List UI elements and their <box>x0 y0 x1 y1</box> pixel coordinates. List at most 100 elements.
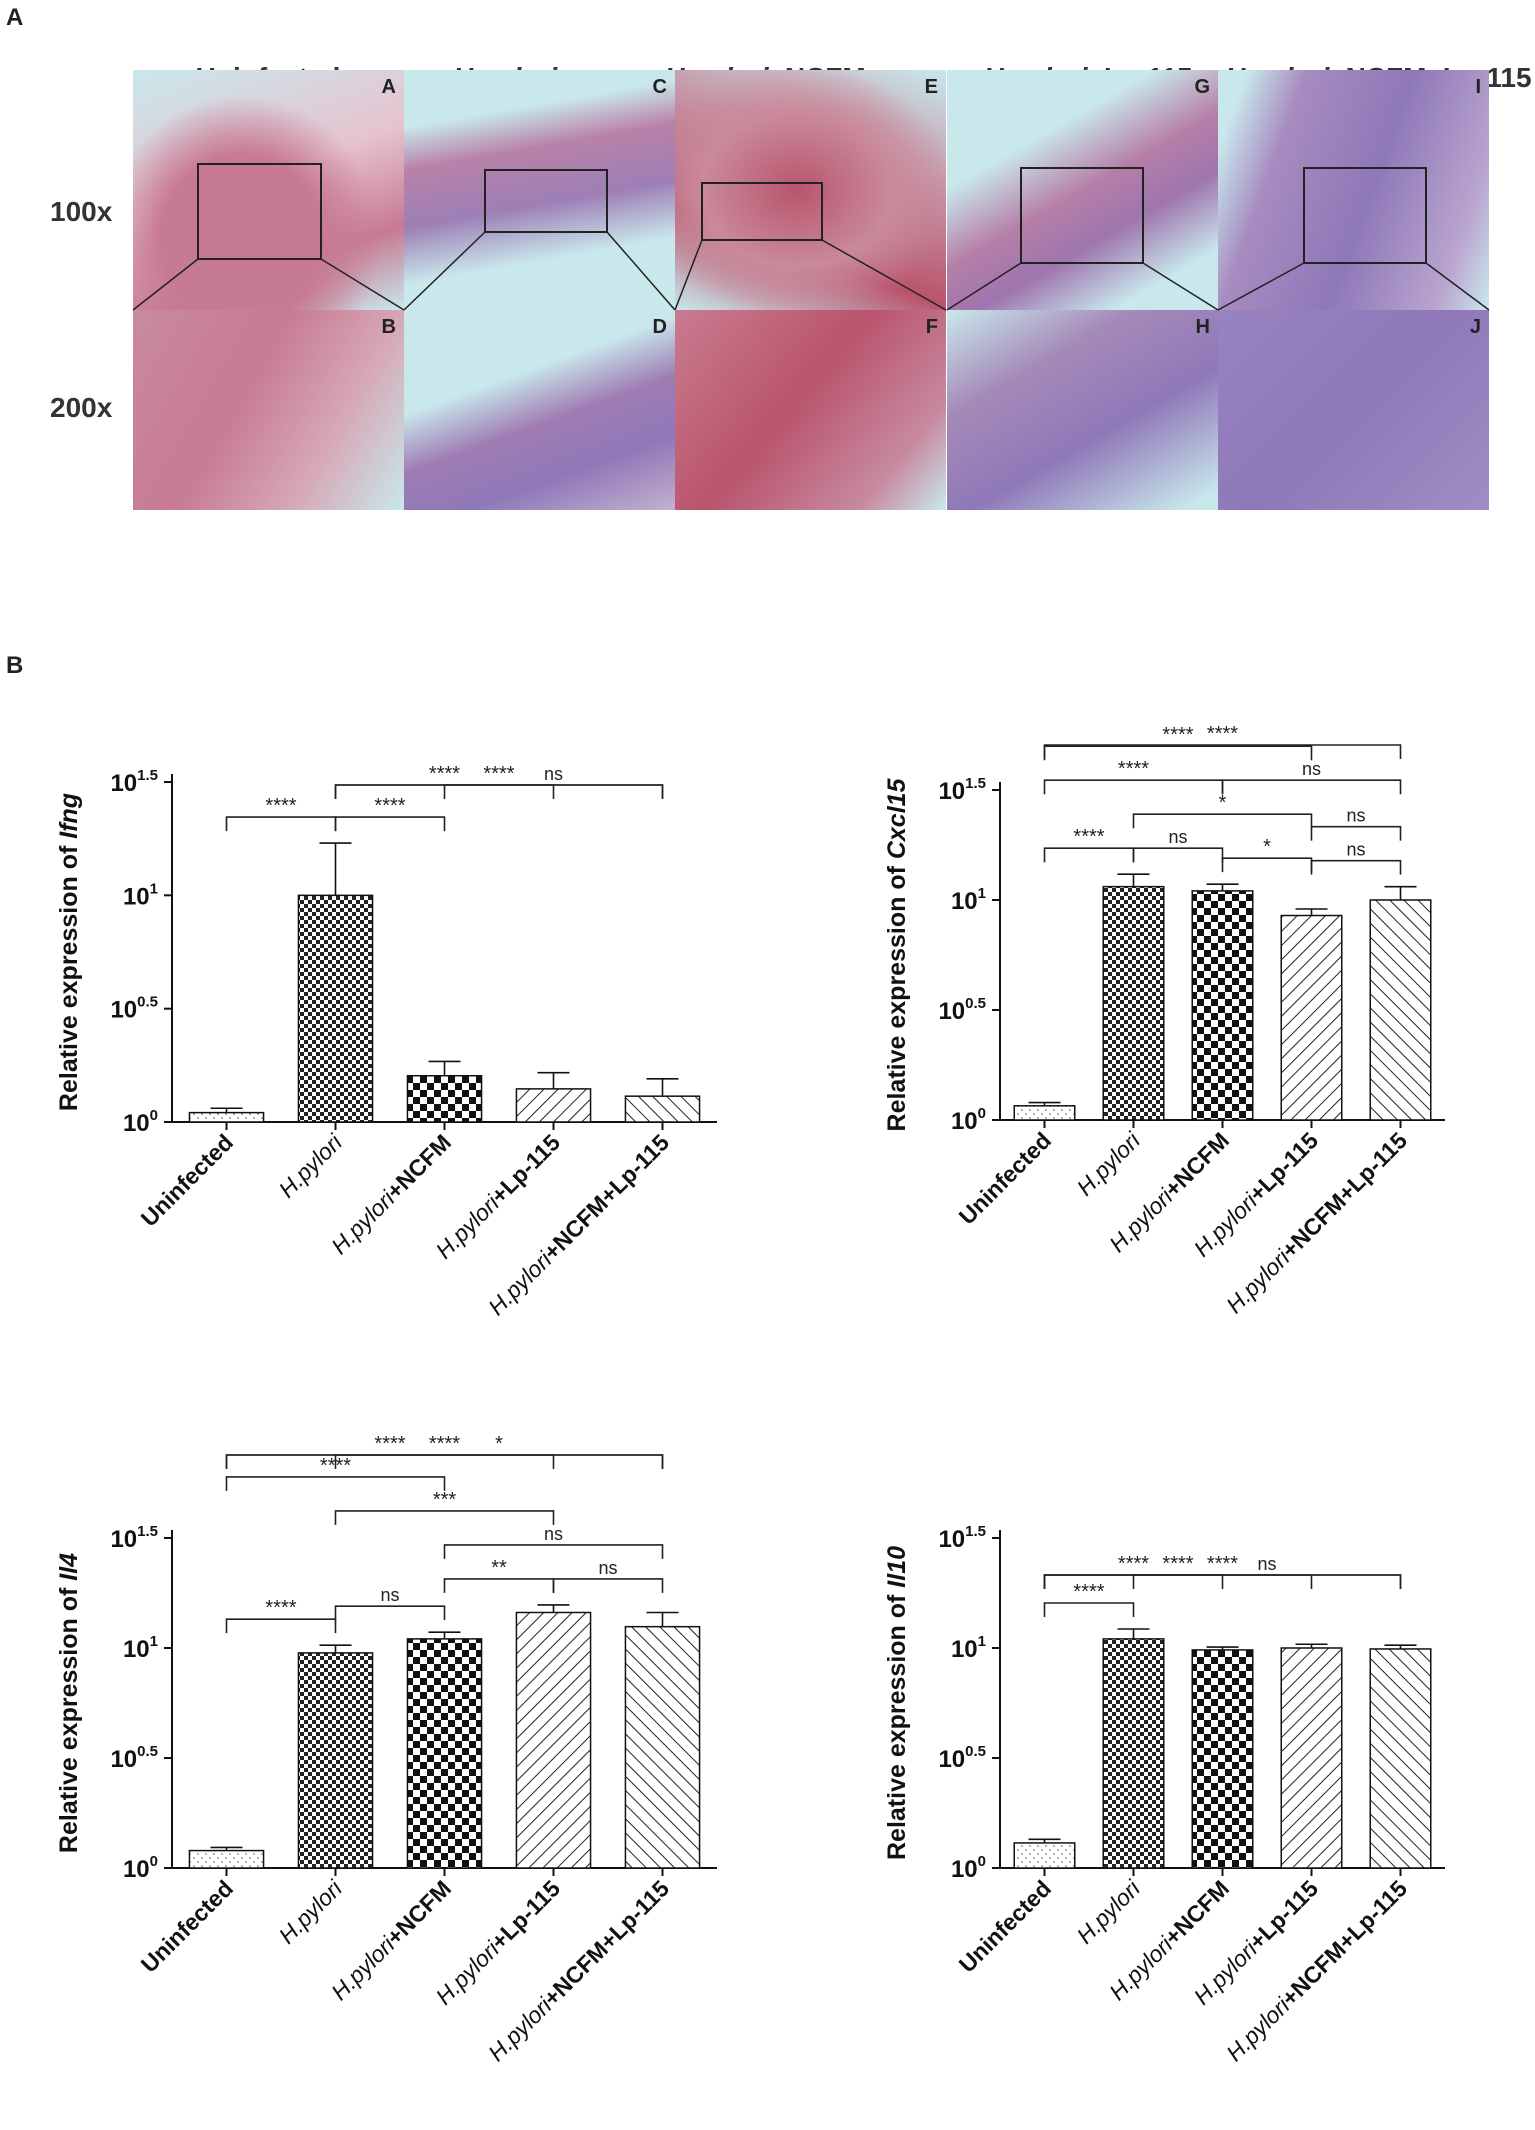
significance-bracket <box>225 1454 555 1469</box>
y-tick-label: 101.5 <box>110 767 158 797</box>
y-tick-exponent: 1.5 <box>965 1523 986 1540</box>
tile-letter: D <box>652 316 667 338</box>
significance-label: ns <box>544 764 563 784</box>
y-tick-exponent: 0 <box>150 1853 158 1870</box>
x-tick-label-plain: +NCFM <box>1159 1875 1234 1950</box>
significance-bracket <box>1221 857 1313 873</box>
y-axis-label-gene: Il4 <box>55 1553 83 1581</box>
y-axis-label: Relative expression of Il4 <box>55 1553 83 1853</box>
x-tick-label-italic: H.pylori <box>1072 1127 1146 1201</box>
significance-bracket <box>225 816 337 832</box>
zoom-box <box>484 169 608 233</box>
row-label-100x: 100x <box>50 196 113 227</box>
y-tick-exponent: 1.5 <box>137 767 158 784</box>
y-tick-label: 100 <box>123 1107 158 1137</box>
significance-bracket <box>1132 813 1313 829</box>
x-tick-label: Uninfected <box>136 1875 238 1977</box>
y-tick-label: 101.5 <box>938 775 986 805</box>
zoom-connector-line <box>132 258 199 311</box>
significance-label: **** <box>1162 724 1193 746</box>
y-axis-label-prefix: Relative expression of <box>883 1588 911 1860</box>
significance-label: **** <box>1073 826 1104 848</box>
zoom-connector-line <box>403 231 486 311</box>
bar <box>515 1088 592 1123</box>
significance-label: **** <box>429 1433 460 1455</box>
significance-label: **** <box>1073 1581 1104 1603</box>
x-tick-label-italic: H.pylori <box>1221 1992 1295 2066</box>
y-tick-base: 10 <box>951 888 978 915</box>
y-tick-base: 10 <box>123 1856 150 1883</box>
y-tick-base: 10 <box>951 1108 978 1135</box>
y-axis-label-gene: Il10 <box>883 1546 911 1588</box>
bar <box>1280 914 1343 1121</box>
significance-label: **** <box>265 1597 296 1619</box>
y-tick-label: 101.5 <box>938 1523 986 1553</box>
x-tick-label-italic: H.pylori <box>430 1190 504 1264</box>
y-tick-base: 10 <box>938 778 965 805</box>
x-tick-label-plain: +Lp-115 <box>486 1875 566 1955</box>
significance-bracket <box>1043 847 1135 863</box>
y-tick-base: 10 <box>123 1110 150 1137</box>
bar <box>1191 890 1254 1121</box>
histology-image-200x-2: F <box>675 310 946 510</box>
significance-bracket <box>334 1605 446 1621</box>
y-tick-exponent: 1.5 <box>137 1523 158 1540</box>
x-tick-label-italic: H.pylori <box>430 1936 504 2010</box>
zoom-connector-line <box>821 239 947 311</box>
significance-bracket <box>1043 744 1402 759</box>
bar <box>1191 1649 1254 1869</box>
x-tick-label: Uninfected <box>954 1875 1056 1977</box>
y-tick-base: 10 <box>110 770 137 797</box>
significance-bracket <box>1310 825 1402 841</box>
histology-image-200x-1: D <box>404 310 675 510</box>
y-tick-label: 100 <box>951 1105 986 1135</box>
significance-bracket <box>443 1544 664 1559</box>
tile-letter: C <box>652 76 667 98</box>
y-axis-label: Relative expression of Ifng <box>55 793 83 1111</box>
x-tick-label-plain: +NCFM <box>1159 1127 1234 1202</box>
bar <box>188 1111 265 1123</box>
y-axis-label-gene: Cxcl15 <box>883 777 911 859</box>
significance-bracket <box>1310 859 1402 875</box>
x-tick-label-plain: Uninfected <box>136 1875 238 1977</box>
x-tick-label-plain: Uninfected <box>136 1129 238 1231</box>
significance-label: ns <box>544 1524 563 1544</box>
y-tick-label: 101.5 <box>110 1523 158 1553</box>
x-tick-label-plain: Uninfected <box>954 1875 1056 1977</box>
y-tick-exponent: 0 <box>150 1107 158 1124</box>
y-tick-label: 100.5 <box>938 995 986 1025</box>
significance-label: **** <box>1162 1553 1193 1575</box>
x-tick-label-plain: +Lp-115 <box>1244 1127 1324 1207</box>
zoom-connector-line <box>606 231 676 311</box>
x-tick-label: H.pylori <box>274 1875 348 1949</box>
tile-letter: B <box>381 316 396 338</box>
y-tick-base: 10 <box>938 1526 965 1553</box>
significance-bracket <box>1043 1602 1135 1617</box>
y-tick-label: 100.5 <box>110 1743 158 1773</box>
bar <box>1369 1648 1432 1869</box>
x-tick-label: H.pylori <box>274 1129 348 1203</box>
x-tick-label-italic: H.pylori <box>1188 1188 1262 1262</box>
tile-letter: G <box>1194 76 1210 98</box>
zoom-box <box>701 182 823 241</box>
tile-letter: E <box>924 76 938 98</box>
x-tick-label-italic: H.pylori <box>1104 1931 1178 2005</box>
zoom-box <box>1303 167 1427 264</box>
significance-bracket <box>1043 779 1224 795</box>
significance-label: **** <box>1118 758 1149 780</box>
x-tick-label-italic: H.pylori <box>326 1931 400 2005</box>
y-tick-exponent: 0 <box>978 1105 986 1122</box>
x-tick-label: Uninfected <box>954 1127 1056 1229</box>
y-tick-base: 10 <box>951 1856 978 1883</box>
bar <box>406 1074 483 1123</box>
y-tick-exponent: 1 <box>150 880 158 897</box>
significance-bracket <box>225 1454 664 1469</box>
y-tick-exponent: 1 <box>150 1633 158 1650</box>
significance-label: ns <box>1302 759 1321 779</box>
histology-image-200x-0: B <box>133 310 404 510</box>
tile-letter: F <box>925 316 938 338</box>
zoom-connector-line <box>946 262 1022 311</box>
histology-image-200x-3: H <box>947 310 1218 510</box>
